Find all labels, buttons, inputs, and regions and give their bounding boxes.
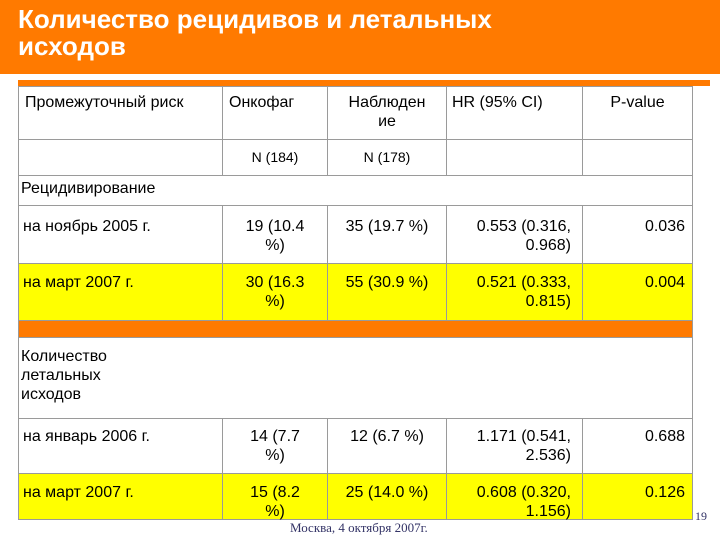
row-divider [19,337,692,338]
col-divider [446,87,447,175]
row-divider [19,205,692,206]
header-observation: Наблюден ие [329,93,445,131]
observation-value: 55 (30.9 %) [345,274,429,291]
page-number: 19 [695,509,707,523]
hr-value: 0.521 (0.333, 0.815) [447,273,571,311]
header-risk: Промежуточный риск [25,94,184,111]
row-bg-recurrence-2007 [19,263,692,320]
hr-value-line-2: 0.968) [525,237,571,254]
row-divider [19,263,692,264]
oncophag-value: 19 (10.4 %) [223,217,327,255]
section-separator-row [19,320,692,337]
section-label-recurrence: Рецидивирование [21,180,156,197]
hr-value-line-1: 0.553 (0.316, [476,218,571,235]
hr-value-line-2: 1.156) [525,503,571,520]
section-label-deaths-line-1: Количество [21,348,107,365]
n-oncophag: N (184) [251,149,299,165]
pvalue-value: 0.004 [644,274,685,291]
col-divider [222,418,223,519]
hr-value-line-1: 1.171 (0.541, [476,428,571,445]
hr-value-line-1: 0.521 (0.333, [476,274,571,291]
hr-value-line-2: 2.536) [525,447,571,464]
title-banner: Количество рецидивов и летальных исходов [0,0,720,74]
section-label-deaths-line-2: летальных [21,367,101,384]
header-oncophag: Онкофаг [229,94,295,111]
header-pvalue: P-value [610,94,665,111]
observation-value: 25 (14.0 %) [345,484,429,501]
results-table: Промежуточный риск Онкофаг Наблюден ие H… [18,86,693,520]
hr-value-line-2: 0.815) [525,293,571,310]
oncophag-value-line-2: %) [265,237,285,254]
row-label: на ноябрь 2005 г. [23,218,151,235]
row-divider [19,418,692,419]
oncophag-value: 15 (8.2 %) [223,483,327,521]
row-bg-deaths-2007 [19,473,692,519]
slide-title: Количество рецидивов и летальных исходов [18,6,708,60]
pvalue-value: 0.688 [644,428,685,445]
row-label: на март 2007 г. [23,484,134,501]
slide-title-line-2: исходов [18,31,126,61]
observation-value: 12 (6.7 %) [350,428,424,445]
col-divider [446,205,447,320]
accent-bar [18,80,710,86]
row-label: на март 2007 г. [23,274,134,291]
col-divider [222,205,223,320]
oncophag-value-line-2: %) [265,293,285,310]
header-observation-line-1: Наблюден [348,94,426,111]
row-divider [19,139,692,140]
oncophag-value-line-2: %) [265,447,285,464]
hr-value-line-1: 0.608 (0.320, [476,484,571,501]
col-divider [582,87,583,175]
oncophag-value-line-1: 30 (16.3 [245,274,305,291]
row-divider [19,473,692,474]
oncophag-value-line-1: 14 (7.7 [250,428,300,445]
slide-title-line-1: Количество рецидивов и летальных [18,4,492,34]
oncophag-value: 30 (16.3 %) [223,273,327,311]
n-observation: N (178) [363,149,411,165]
hr-value: 0.608 (0.320, 1.156) [447,483,571,521]
col-divider [446,418,447,519]
header-observation-line-2: ие [378,113,396,130]
header-hr: HR (95% CI) [452,94,543,111]
oncophag-value: 14 (7.7 %) [223,427,327,465]
col-divider [327,418,328,519]
col-divider [222,87,223,175]
col-divider [582,418,583,519]
oncophag-value-line-1: 19 (10.4 [245,218,305,235]
section-label-deaths-line-3: исходов [21,386,82,403]
oncophag-value-line-1: 15 (8.2 [250,484,300,501]
row-divider [19,175,692,176]
hr-value: 0.553 (0.316, 0.968) [447,217,571,255]
pvalue-value: 0.126 [644,484,685,501]
col-divider [582,205,583,320]
footer-text: Москва, 4 октября 2007г. [290,520,428,535]
col-divider [327,205,328,320]
hr-value: 1.171 (0.541, 2.536) [447,427,571,465]
row-divider [19,320,692,321]
col-divider [327,87,328,175]
section-label-deaths: Количество летальных исходов [21,347,221,404]
row-label: на январь 2006 г. [23,428,150,445]
pvalue-value: 0.036 [644,218,685,235]
oncophag-value-line-2: %) [265,503,285,520]
observation-value: 35 (19.7 %) [345,218,429,235]
